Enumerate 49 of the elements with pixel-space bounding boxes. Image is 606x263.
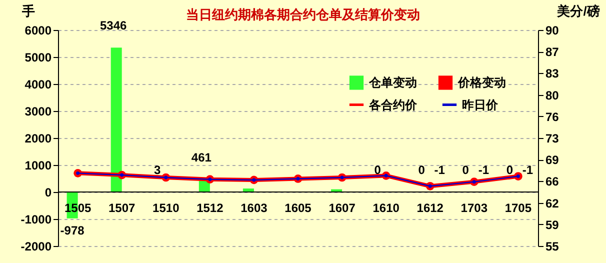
y-tick-label: -2000 [20, 240, 52, 254]
y2-tick-label: 73 [546, 132, 560, 146]
x-tick-label: 1612 [416, 201, 444, 215]
y2-tick-label: 80 [546, 88, 560, 102]
data-label: 5346 [100, 18, 128, 33]
y-tick-label: 3000 [24, 104, 52, 118]
y2-tick-label: 62 [546, 196, 560, 210]
x-tick-label: 1607 [328, 201, 356, 215]
y-tick-label: 4000 [24, 78, 52, 92]
data-label: 0 [418, 163, 426, 177]
x-tick-label: 1510 [152, 201, 180, 215]
x-tick-label: 1705 [504, 201, 532, 215]
y-tick-label: 1000 [24, 158, 52, 172]
x-tick-label: 1507 [108, 201, 136, 215]
y2-tick-label: 76 [546, 110, 560, 124]
y2-tick-label: 90 [546, 24, 560, 38]
legend-label: 价格变动 [457, 76, 506, 90]
legend-label: 仓单变动 [368, 76, 417, 90]
y-axis-title: 手 [21, 4, 35, 18]
bar [110, 48, 122, 192]
y-tick-label: 5000 [24, 50, 52, 64]
y-tick-label: 6000 [24, 24, 52, 38]
data-label: 0 [374, 163, 382, 177]
y2-tick-label: 69 [546, 153, 560, 168]
data-label: 0 [462, 163, 470, 177]
x-tick-label: 1703 [460, 201, 488, 215]
x-tick-label: 1603 [240, 201, 268, 215]
data-label: 0 [506, 163, 514, 177]
x-tick-label: 1512 [196, 201, 224, 215]
legend-label: 昨日价 [462, 98, 499, 112]
y-tick-label: 0 [44, 186, 52, 200]
data-label: 3 [154, 162, 162, 177]
y-tick-label: 2000 [24, 132, 52, 146]
data-label: -978 [60, 223, 85, 238]
y2-axis-title: 美分/磅 [556, 4, 600, 18]
legend-label: 各合约价 [368, 98, 418, 112]
x-tick-label: 1605 [284, 201, 312, 215]
y2-tick-label: 55 [546, 240, 560, 254]
y-tick-label: -1000 [20, 212, 52, 226]
x-tick-label: 1610 [372, 201, 400, 215]
data-label: -1 [478, 163, 490, 177]
y2-tick-label: 66 [546, 174, 560, 189]
y2-tick-label: 83 [546, 66, 560, 81]
data-label: -1 [434, 163, 446, 177]
y2-tick-label: 59 [546, 218, 560, 232]
y2-tick-label: 87 [546, 45, 560, 60]
chart-title: 当日纽约期棉各期合约仓单及结算价变动 [186, 7, 420, 22]
data-label: 461 [191, 150, 212, 165]
data-label: -1 [522, 163, 534, 177]
